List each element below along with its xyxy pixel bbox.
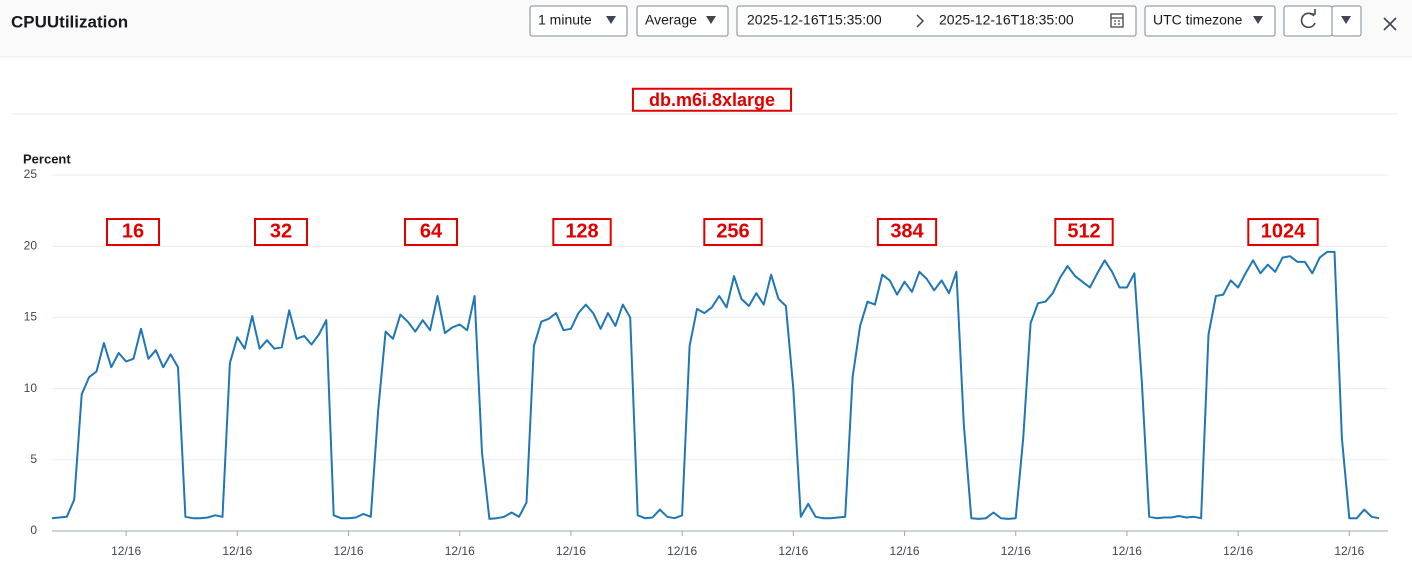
x-tick-label: 12/16	[890, 544, 920, 558]
annotation-box	[1247, 218, 1319, 246]
x-tick-label: 12/16	[667, 544, 697, 558]
annotation-box	[404, 218, 458, 246]
date-box[interactable]	[736, 5, 1137, 37]
cpu-line	[51, 250, 1380, 520]
annotation-label: 256	[716, 220, 749, 242]
end-time[interactable]: 2025-12-16T18:35:00	[939, 12, 1074, 28]
start-time[interactable]: 2025-12-16T15:35:00	[747, 12, 882, 28]
date-range[interactable]: 2025-12-16T15:35:00 2025-12-16T18:35:00	[736, 5, 1137, 37]
timezone-value[interactable]: UTC timezone	[1153, 12, 1243, 28]
y-axis-label: Percent	[23, 151, 71, 166]
calendar-grid	[1111, 17, 1123, 25]
chart-title: db.m6i.8xlarge	[649, 90, 775, 110]
refresh-menu[interactable]	[1331, 5, 1362, 37]
x-tick-label: 12/16	[334, 544, 364, 558]
statistic-value[interactable]: Average	[645, 12, 697, 28]
range-arrow	[916, 14, 925, 28]
y-tick-label: 10	[24, 381, 38, 395]
annotation-label: 64	[420, 220, 443, 242]
caret	[1341, 16, 1351, 24]
period-value[interactable]: 1 minute	[538, 12, 592, 28]
select-box[interactable]	[636, 5, 729, 37]
x-tick-label: 12/16	[778, 544, 808, 558]
x-tick-label: 12/16	[111, 544, 141, 558]
x-tick-label: 12/16	[1112, 544, 1142, 558]
x-tick-label: 12/16	[222, 544, 252, 558]
annotation-label: 128	[565, 220, 598, 242]
x-tick-label: 12/16	[1334, 544, 1364, 558]
calendar-icon[interactable]	[1110, 13, 1124, 28]
select-box[interactable]	[529, 5, 628, 37]
x-tick-label: 12/16	[1001, 544, 1031, 558]
period-select[interactable]: 1 minute	[529, 5, 628, 37]
widget-title: CPUUtilization	[11, 12, 128, 31]
caret	[706, 16, 716, 24]
annotation-label: 384	[890, 220, 924, 242]
annotation-box	[106, 218, 160, 246]
caret	[1253, 16, 1263, 24]
annotation-box	[552, 218, 612, 246]
x-tick-label: 12/16	[445, 544, 475, 558]
close-button[interactable]	[1383, 17, 1397, 31]
annotation-label: 16	[122, 220, 144, 242]
x-tick-label: 12/16	[1223, 544, 1253, 558]
calendar-frame	[1110, 13, 1124, 28]
button-box[interactable]	[1283, 5, 1333, 37]
select-box[interactable]	[1144, 5, 1276, 37]
annotation-box	[1054, 218, 1114, 246]
y-tick-label: 15	[24, 310, 38, 324]
y-tick-label: 0	[30, 523, 37, 537]
x-tick-label: 12/16	[556, 544, 586, 558]
annotation-label: 1024	[1261, 220, 1306, 242]
annotation-box	[876, 218, 938, 246]
y-tick-label: 25	[24, 167, 38, 181]
annotation-box	[703, 218, 763, 246]
y-tick-label: 20	[24, 238, 38, 252]
timezone-select[interactable]: UTC timezone	[1144, 5, 1276, 37]
statistic-select[interactable]: Average	[636, 5, 729, 37]
y-tick-label: 5	[30, 452, 37, 466]
annotation-box	[631, 87, 793, 112]
annotation-box	[254, 218, 308, 246]
refresh-button[interactable]	[1283, 5, 1333, 37]
annotation-label: 512	[1067, 220, 1100, 242]
refresh-arrow	[1310, 9, 1316, 15]
annotation-label: 32	[270, 220, 292, 242]
caret	[606, 16, 616, 24]
